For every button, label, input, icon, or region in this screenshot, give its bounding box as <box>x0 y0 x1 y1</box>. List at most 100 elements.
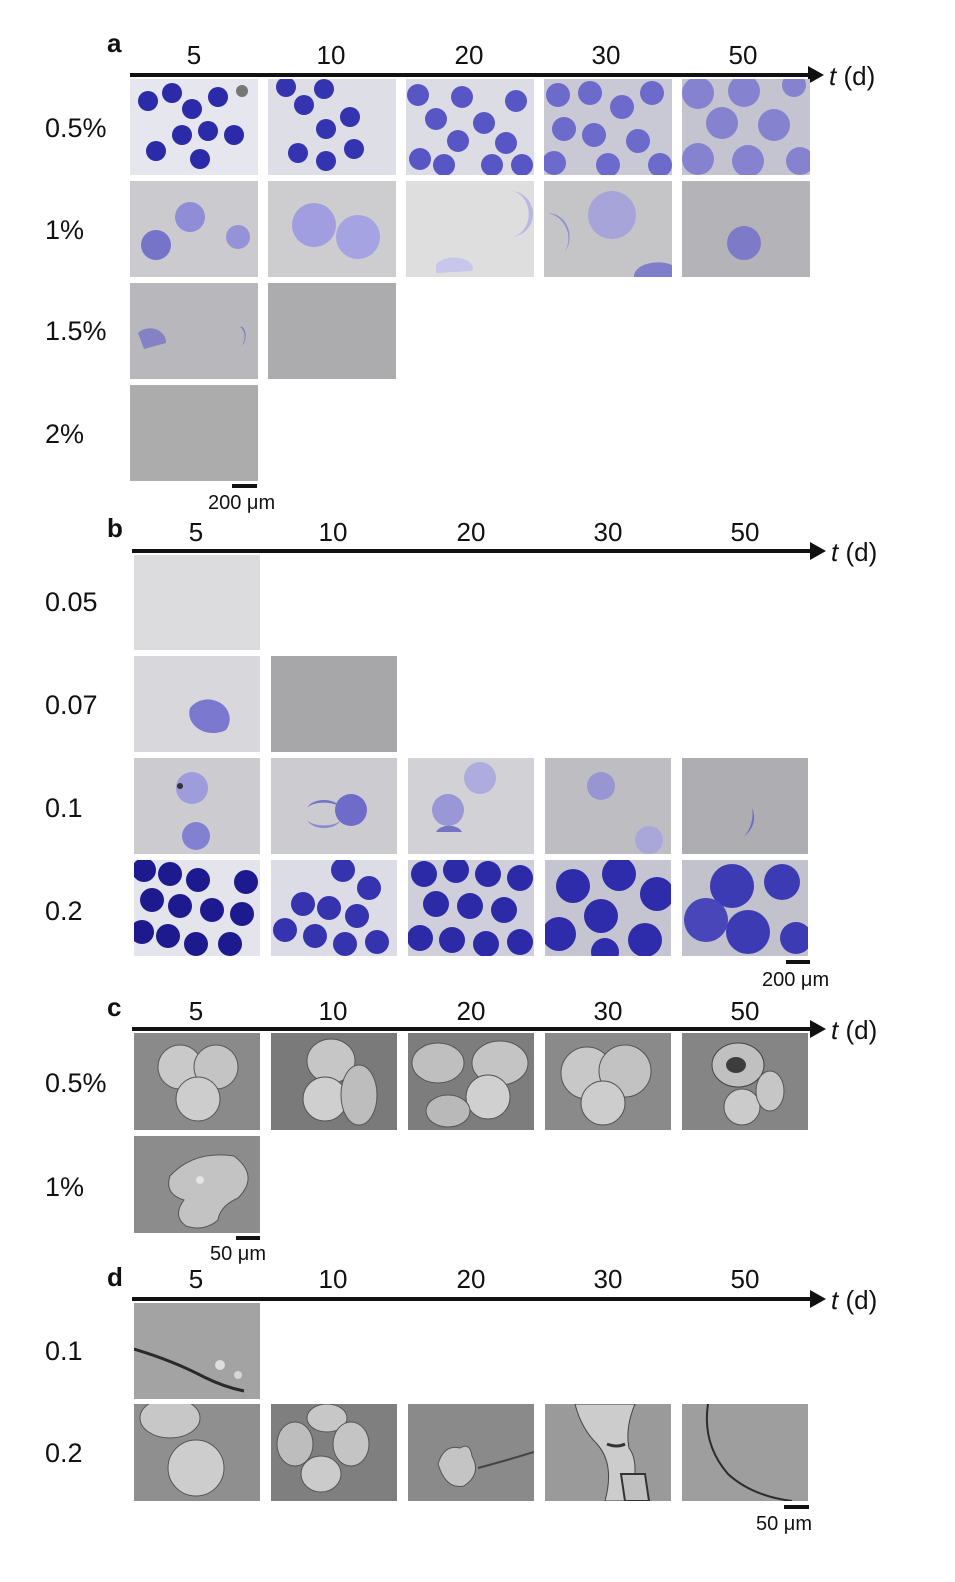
row-label: 0.2 <box>45 896 83 926</box>
axis-unit: (d) <box>838 537 878 567</box>
panel-d: d 5 10 20 30 50 t (d) 0.1 0.2 <box>0 1260 955 1582</box>
row-label: 2% <box>45 419 85 449</box>
row-label: 0.5% <box>45 113 107 143</box>
micrograph-image <box>682 860 808 956</box>
micrograph-image <box>406 181 534 277</box>
sem-cell <box>682 1033 808 1130</box>
timepoint-label: 50 <box>730 996 760 1026</box>
timepoint-label: 30 <box>591 40 621 70</box>
micrograph-image <box>544 79 672 175</box>
panel-b: b 5 10 20 30 50 t (d) 0.05 0.07 0.1 0.2 <box>0 515 955 995</box>
row-label: 0.1 <box>45 793 83 823</box>
scale-bar <box>786 960 810 964</box>
scale-bar-label: 50 μm <box>756 1513 812 1535</box>
micrograph-image <box>130 385 258 481</box>
micrograph-cell <box>406 181 534 277</box>
micrograph-cell <box>544 181 672 277</box>
time-axis-arrowhead <box>808 66 824 84</box>
scale-bar-label: 200 μm <box>208 492 276 514</box>
micrograph-image <box>271 656 397 752</box>
micrograph-cell <box>134 656 260 752</box>
scale-bar <box>232 484 257 488</box>
micrograph-cell <box>406 79 534 175</box>
sem-image <box>682 1033 808 1130</box>
axis-unit: (d) <box>838 1285 878 1315</box>
sem-cell <box>271 1033 397 1130</box>
axis-variable: t <box>831 1285 839 1315</box>
panel-a: a 5 10 20 30 50 t (d) 0.5% 1% 1.5% 2% <box>0 0 955 515</box>
micrograph-cell <box>682 181 810 277</box>
sem-image <box>134 1303 260 1399</box>
time-axis-line <box>132 549 812 553</box>
micrograph-cell <box>130 79 258 175</box>
sem-cell <box>134 1303 260 1399</box>
sem-image <box>408 1033 534 1130</box>
scale-bar <box>784 1505 809 1509</box>
sem-image <box>271 1033 397 1130</box>
scale-bar <box>236 1236 260 1240</box>
timepoint-label: 50 <box>730 517 760 547</box>
timepoint-label: 30 <box>593 996 623 1026</box>
panel-c: c 5 10 20 30 50 t (d) 0.5% 1% <box>0 990 955 1264</box>
sem-image <box>134 1136 260 1233</box>
micrograph-cell <box>408 758 534 854</box>
row-label: 0.2 <box>45 1438 83 1468</box>
micrograph-image <box>271 758 397 854</box>
timepoint-label: 20 <box>456 996 486 1026</box>
micrograph-image <box>408 860 534 956</box>
time-axis-unit: t (d) <box>831 1017 877 1043</box>
axis-unit: (d) <box>838 1015 878 1045</box>
sem-image <box>271 1404 397 1501</box>
time-axis-line <box>132 1027 812 1031</box>
sem-cell <box>408 1404 534 1501</box>
sem-image <box>134 1033 260 1130</box>
micrograph-cell <box>268 283 396 379</box>
timepoint-label: 10 <box>318 1264 348 1294</box>
timepoint-label: 10 <box>318 996 348 1026</box>
row-label: 1% <box>45 1172 85 1202</box>
row-label: 0.1 <box>45 1336 83 1366</box>
micrograph-cell <box>134 860 260 956</box>
sem-cell <box>271 1404 397 1501</box>
micrograph-image <box>545 758 671 854</box>
panel-label: d <box>107 1262 123 1292</box>
micrograph-cell <box>271 656 397 752</box>
timepoint-label: 20 <box>456 517 486 547</box>
micrograph-image <box>134 555 260 650</box>
micrograph-cell <box>682 758 808 854</box>
micrograph-cell <box>271 860 397 956</box>
sem-image <box>682 1404 808 1501</box>
micrograph-image <box>406 79 534 175</box>
row-label: 1% <box>45 215 85 245</box>
sem-cell <box>134 1404 260 1501</box>
micrograph-image <box>682 181 810 277</box>
row-label: 0.5% <box>45 1068 107 1098</box>
row-label: 0.07 <box>45 690 98 720</box>
micrograph-cell <box>682 79 810 175</box>
sem-cell <box>134 1033 260 1130</box>
time-axis-line <box>130 73 810 77</box>
micrograph-cell <box>545 860 671 956</box>
axis-variable: t <box>829 61 837 91</box>
micrograph-image <box>268 79 396 175</box>
time-axis-arrowhead <box>810 542 826 560</box>
time-axis-unit: t (d) <box>831 1287 877 1313</box>
time-axis-arrowhead <box>810 1290 826 1308</box>
sem-image <box>408 1404 534 1501</box>
row-label: 1.5% <box>45 316 107 346</box>
sem-cell <box>545 1404 671 1501</box>
micrograph-image <box>545 860 671 956</box>
sem-cell <box>408 1033 534 1130</box>
micrograph-image <box>544 181 672 277</box>
micrograph-image <box>268 283 396 379</box>
micrograph-cell <box>544 79 672 175</box>
micrograph-cell <box>130 181 258 277</box>
timepoint-label: 20 <box>456 1264 486 1294</box>
time-axis-unit: t (d) <box>831 539 877 565</box>
timepoint-label: 30 <box>593 1264 623 1294</box>
micrograph-image <box>130 181 258 277</box>
sem-cell <box>134 1136 260 1233</box>
timepoint-label: 10 <box>316 40 346 70</box>
timepoint-label: 5 <box>188 996 204 1026</box>
sem-cell <box>545 1033 671 1130</box>
